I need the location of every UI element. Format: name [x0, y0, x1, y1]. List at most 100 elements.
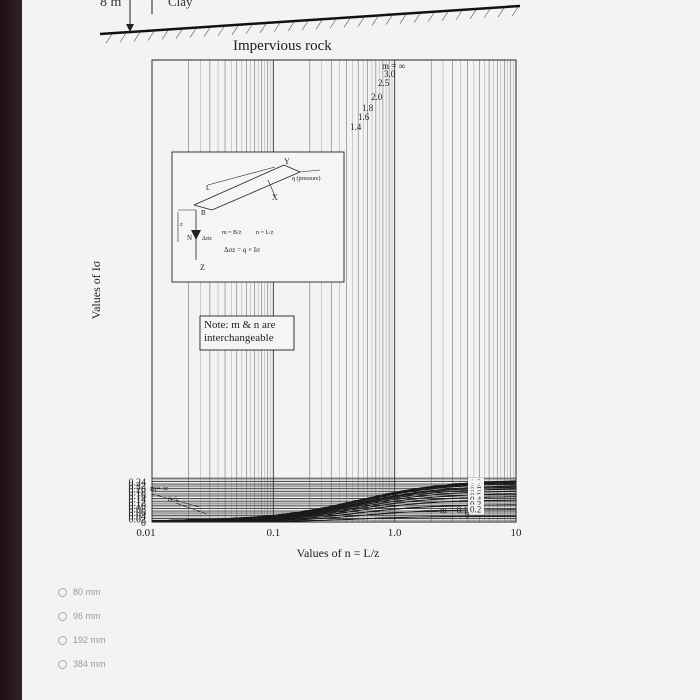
inset-width-label: B — [201, 209, 206, 217]
hatch-stroke — [259, 23, 267, 34]
inset-depth-label: z — [180, 222, 183, 228]
hatch-stroke — [441, 11, 449, 21]
y-tick-label: 0 — [141, 518, 146, 529]
hatch-stroke — [497, 7, 505, 18]
hatch-stroke — [469, 9, 477, 20]
hatch-stroke — [413, 13, 421, 23]
radio-circle[interactable] — [58, 587, 67, 597]
radio-circle[interactable] — [58, 611, 67, 621]
curve-label: 1.8 — [362, 103, 374, 113]
curve-label: 0 — [465, 510, 470, 520]
option-1[interactable]: 80 mm — [58, 580, 106, 604]
hatch-stroke — [175, 29, 183, 39]
depth-arrow-head — [126, 24, 134, 32]
depth-label: 8 m — [100, 0, 122, 10]
inset-axis-z: Z — [200, 263, 205, 272]
hatch-stroke — [399, 14, 407, 24]
x-axis-label: Values of n = L/z — [297, 546, 380, 560]
hatch-stroke — [245, 24, 253, 35]
y-axis-label: Values of Iσ — [89, 260, 103, 319]
chart-grid — [151, 59, 517, 523]
note-box: Note: m & n are interchangeable — [199, 315, 295, 351]
rock-surface — [99, 4, 521, 36]
hatch-stroke — [119, 33, 127, 43]
hatch-stroke — [203, 27, 211, 37]
y-tick-label: 0.20 — [129, 484, 147, 495]
hatch-stroke — [105, 34, 113, 44]
hatch-stroke — [315, 20, 323, 30]
y-tick-label: 0.10 — [129, 501, 147, 512]
curve-label: 2.5 — [378, 78, 390, 88]
option-3[interactable]: 192 mm — [58, 628, 106, 652]
y-tick-label: 0.12 — [129, 498, 147, 509]
hatch-stroke — [329, 19, 337, 29]
hatch-stroke — [483, 8, 491, 19]
inset-point-label: N — [187, 234, 192, 242]
x-tick-label: 1.0 — [388, 527, 402, 539]
inset-axis-x: X — [272, 193, 278, 202]
y-tick-label: 0.08 — [129, 505, 147, 516]
note-text: Note: m & n are interchangeable — [204, 319, 276, 344]
hatch-stroke — [133, 32, 141, 42]
option-label: 96 mm — [73, 611, 101, 621]
y-tick-label: 0.04 — [129, 511, 147, 522]
series-line — [152, 515, 516, 523]
curve-label: 2.0 — [371, 92, 383, 102]
curve-label: 1.6 — [358, 112, 370, 122]
screen-edge — [0, 0, 24, 700]
hatch-stroke — [511, 6, 519, 17]
option-label: 80 mm — [73, 587, 101, 597]
option-label: 384 mm — [73, 659, 106, 669]
answer-options: 80 mm 96 mm 192 mm 384 mm — [58, 580, 106, 676]
y-tick-label: 0.24 — [129, 478, 147, 489]
inset-m-formula: m = B/z — [222, 230, 242, 236]
hatch-stroke — [343, 18, 351, 28]
curve-label: m = 0.1 — [440, 505, 468, 515]
y-tick-label: 0.02 — [129, 515, 147, 526]
inset-stress-label: Δσz — [202, 236, 212, 242]
x-tick-label: 10 — [511, 527, 523, 539]
y-tick-label: 0.18 — [129, 488, 147, 499]
inset-load-label: q (pressure) — [292, 175, 321, 182]
hatch-stroke — [371, 16, 379, 26]
curve-label: 0.2 — [470, 505, 481, 515]
lower-left-annotation: m= ∞ 0.5 — [150, 484, 208, 515]
soil-profile: 8 m Clay Impervious rock — [99, 0, 521, 54]
y-tick-label: 0.06 — [129, 508, 147, 519]
option-2[interactable]: 96 mm — [58, 604, 106, 628]
curve-label-bg — [468, 499, 484, 510]
lower-left-inf: m= ∞ — [150, 484, 169, 493]
inset-diagram: Y X Z q (pressure) L B z N Δσz m = B/z n… — [171, 151, 345, 283]
x-tick-labels: 0.01 0.1 1.0 10 — [136, 527, 522, 539]
y-tick-label: 0.14 — [129, 494, 147, 505]
inset-stress-formula: Δσz = q × Iσ — [224, 246, 260, 254]
base-label: Impervious rock — [233, 38, 332, 54]
hatch-stroke — [231, 25, 239, 35]
y-tick-label: 0.16 — [129, 491, 147, 502]
hatch-stroke — [217, 26, 225, 36]
inset-length-label: L — [206, 184, 210, 192]
curve-label: m = ∞ — [382, 61, 405, 71]
curve-labels: m = ∞3.02.52.01.81.61.41.21.00.90.80.70.… — [350, 61, 484, 520]
hatch-stroke — [455, 10, 463, 21]
hatch-stroke — [147, 31, 155, 41]
hatch-stroke — [287, 21, 295, 32]
rock-hatch — [105, 6, 519, 44]
hatch-stroke — [189, 28, 197, 38]
hatch-stroke — [301, 20, 309, 31]
y-tick-labels: 00.020.040.060.080.100.120.140.160.180.2… — [129, 478, 147, 529]
inset-n-formula: n = L/z — [256, 230, 274, 236]
hatch-stroke — [357, 17, 365, 27]
paper-page — [22, 0, 700, 700]
x-tick-label: 0.01 — [136, 527, 155, 539]
y-tick-label: 0.22 — [129, 481, 147, 492]
layer-label: Clay — [168, 0, 193, 9]
hatch-stroke — [161, 30, 169, 40]
curve-label-bg — [468, 504, 484, 515]
radio-circle[interactable] — [58, 635, 67, 645]
option-label: 192 mm — [73, 635, 106, 645]
radio-circle[interactable] — [58, 659, 67, 669]
option-4[interactable]: 384 mm — [58, 652, 106, 676]
chart-curves — [151, 480, 517, 523]
